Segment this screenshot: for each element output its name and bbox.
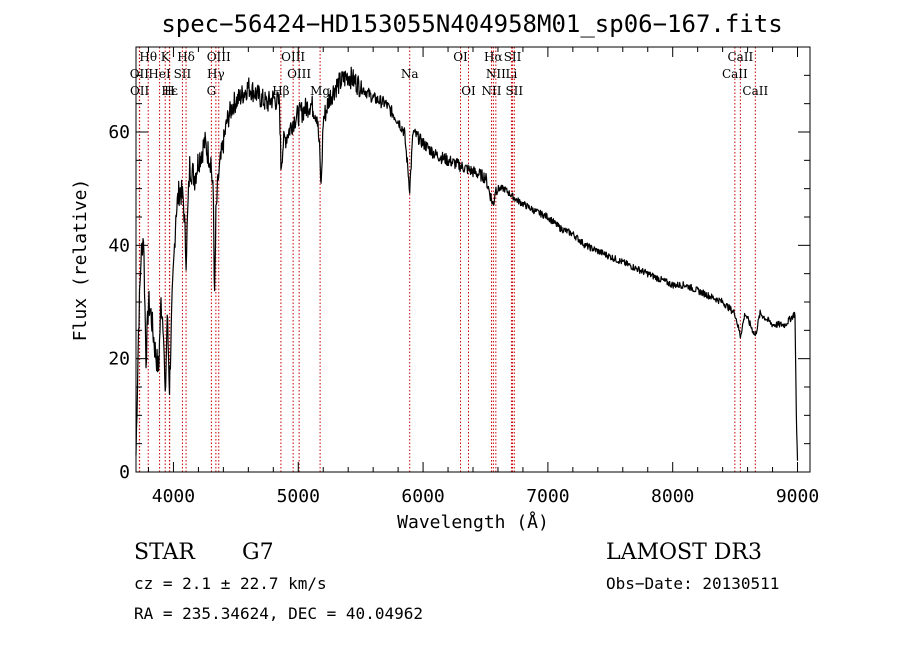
spectral-line-label: CaII — [742, 84, 768, 98]
spectral-line-label: NII — [486, 67, 506, 81]
spectral-line-label: OII — [130, 84, 150, 98]
spectral-line-label: CaII — [722, 67, 748, 81]
y-axis-ticks: 0 20 40 60 — [108, 74, 810, 483]
spectral-line-label: SII — [505, 84, 523, 98]
y-tick-label: 60 — [108, 122, 130, 143]
spectral-line-label: HeI — [148, 67, 171, 81]
chart-title: spec−56424−HD153055N404958M01_sp06−167.f… — [161, 10, 782, 38]
spectral-line-label: Hδ — [177, 50, 195, 64]
obs-date: Obs−Date: 20130511 — [606, 574, 779, 593]
x-axis-label: Wavelength (Å) — [397, 511, 549, 533]
x-tick-label: 8000 — [651, 486, 694, 507]
y-tick-label: 0 — [119, 462, 130, 483]
redshift-readout: cz = 2.1 ± 22.7 km/s — [134, 574, 327, 593]
x-tick-label: 7000 — [526, 486, 569, 507]
spectral-line-label: CaII — [727, 50, 753, 64]
spectral-line-label: Hα — [484, 50, 503, 64]
spectrum-series-line — [135, 66, 799, 461]
spectral-line-label: NII — [481, 84, 501, 98]
x-tick-label: 4000 — [152, 486, 195, 507]
spectral-line-label: H — [164, 84, 174, 98]
spectral-line-label: G — [207, 84, 217, 98]
coordinates-readout: RA = 235.34624, DEC = 40.04962 — [134, 604, 423, 623]
y-tick-label: 40 — [108, 235, 130, 256]
object-class: STAR — [134, 540, 196, 565]
spectral-line-label: Hε — [161, 84, 178, 98]
spectral-line-label: Mg — [310, 84, 330, 98]
spectral-line-label: Hβ — [272, 84, 289, 98]
spectral-line-label: Hγ — [207, 67, 225, 81]
x-tick-label: 9000 — [776, 486, 819, 507]
spectral-line-label: OI — [461, 84, 476, 98]
spectral-line-label: SII — [174, 67, 192, 81]
spectral-line-label: OIII — [281, 50, 305, 64]
spectral-line-label: OIII — [207, 50, 231, 64]
x-axis-ticks: 4000 5000 6000 7000 8000 9000 — [147, 47, 819, 507]
spectral-line-label: Li — [506, 67, 518, 81]
survey-name: LAMOST DR3 — [606, 540, 762, 565]
spectral-line-markers — [138, 47, 756, 472]
x-tick-label: 5000 — [277, 486, 320, 507]
spectral-line-label: SII — [504, 50, 522, 64]
plot-frame — [135, 46, 811, 473]
spectral-line-label: OI — [453, 50, 468, 64]
object-subclass: G7 — [242, 540, 274, 565]
spectral-line-label: OIII — [287, 67, 311, 81]
spectral-line-label: OII — [130, 67, 150, 81]
spectral-line-label: Hθ — [139, 50, 157, 64]
y-tick-label: 20 — [108, 349, 130, 370]
y-axis-label: Flux (relative) — [70, 179, 91, 342]
spectral-line-label: K — [161, 50, 171, 64]
spectral-line-label: Na — [401, 67, 419, 81]
x-tick-label: 6000 — [401, 486, 444, 507]
